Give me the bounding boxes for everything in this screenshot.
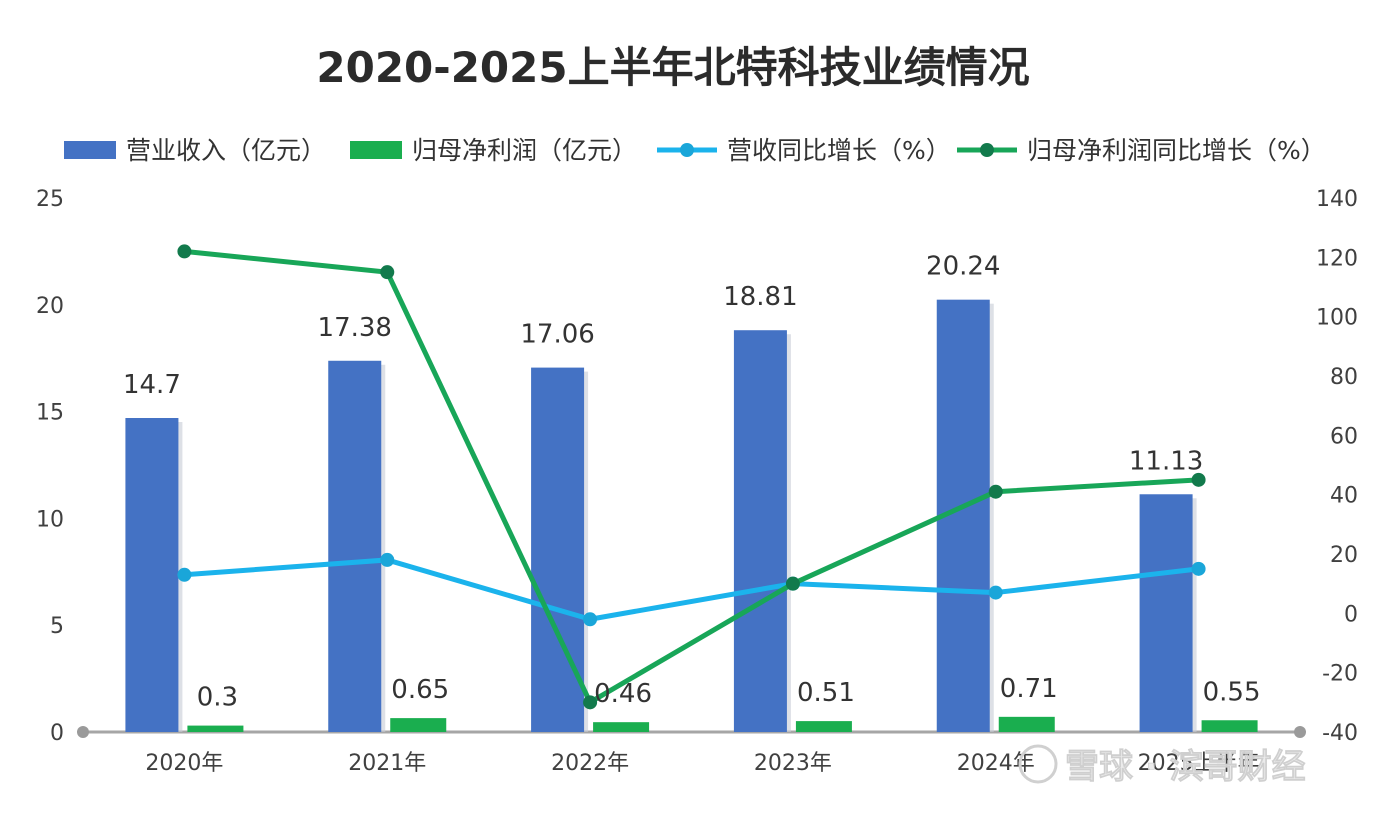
legend-revenue-swatch bbox=[64, 141, 116, 159]
legend-label: 营业收入（亿元） bbox=[126, 136, 326, 165]
left-axis-tick-label: 10 bbox=[36, 507, 64, 532]
profit-data-label: 0.55 bbox=[1203, 677, 1261, 707]
revenue-bar bbox=[733, 330, 787, 732]
x-axis-right-end-dot bbox=[1294, 726, 1306, 738]
left-axis-tick-label: 15 bbox=[36, 401, 64, 426]
legend-label: 归母净利润同比增长（%） bbox=[1027, 136, 1326, 165]
profit-data-label: 0.65 bbox=[391, 675, 449, 705]
chart-title: 2020-2025上半年北特科技业绩情况 bbox=[316, 43, 1029, 92]
profit-bar bbox=[187, 725, 244, 732]
profit-data-label: 0.71 bbox=[1000, 674, 1058, 704]
revenue-growth-point bbox=[1191, 561, 1206, 576]
revenue-data-label: 14.7 bbox=[123, 370, 181, 400]
revenue-data-label: 17.06 bbox=[520, 320, 594, 350]
legend-marker-icon bbox=[980, 143, 994, 157]
revenue-data-label: 11.13 bbox=[1129, 446, 1203, 476]
watermark-text: 雪球 · 滨哥财经 bbox=[1065, 747, 1306, 787]
revenue-growth-line bbox=[184, 557, 1199, 622]
revenue-growth-point bbox=[988, 585, 1003, 600]
profit-bar bbox=[390, 718, 447, 732]
x-axis-tick-label: 2021年 bbox=[348, 751, 426, 776]
lines bbox=[177, 244, 1206, 710]
left-axis-tick-label: 25 bbox=[36, 187, 64, 212]
profit-growth-point bbox=[988, 484, 1003, 499]
right-axis-tick-label: 60 bbox=[1330, 424, 1358, 449]
legend-label: 营收同比增长（%） bbox=[727, 136, 951, 165]
profit-data-label: 0.46 bbox=[594, 679, 652, 709]
right-axis-tick-label: 120 bbox=[1316, 246, 1358, 271]
profit-growth-point bbox=[785, 576, 800, 591]
watermark-logo-icon bbox=[1018, 744, 1058, 784]
legend-profit-swatch bbox=[350, 141, 402, 159]
right-axis-tick-label: 20 bbox=[1330, 543, 1358, 568]
profit-growth-line bbox=[184, 248, 1199, 705]
right-axis-tick-label: -40 bbox=[1322, 721, 1358, 746]
bars bbox=[125, 299, 1258, 732]
legend-label: 归母净利润（亿元） bbox=[412, 136, 637, 165]
profit-data-label: 0.51 bbox=[797, 678, 855, 708]
left-axis-tick-label: 0 bbox=[50, 721, 64, 746]
data-labels: 14.7 17.38 17.06 18.81 20.24 11.13 0.3 0.65 0.46… bbox=[123, 252, 1261, 713]
revenue-bar bbox=[328, 360, 382, 732]
profit-bar bbox=[593, 722, 650, 732]
right-axis-tick-label: 100 bbox=[1316, 306, 1358, 331]
legend: 营业收入（亿元） 归母净利润（亿元） 营收同比增长（%） 归母净利润同比增长（%） bbox=[64, 136, 1326, 165]
legend-marker-icon bbox=[680, 143, 694, 157]
profit-bar bbox=[998, 716, 1055, 732]
x-axis-tick-label: 2022年 bbox=[551, 751, 629, 776]
revenue-growth-point bbox=[177, 567, 192, 582]
profit-bar bbox=[1201, 720, 1258, 732]
profit-bar bbox=[795, 721, 852, 732]
x-axis-left-end-dot bbox=[77, 726, 89, 738]
revenue-data-label: 18.81 bbox=[723, 282, 797, 312]
profit-growth-point bbox=[177, 244, 192, 259]
revenue-bar bbox=[125, 418, 179, 732]
x-axis-tick-label: 2020年 bbox=[145, 751, 223, 776]
right-axis-tick-label: 0 bbox=[1344, 602, 1358, 627]
right-axis-tick-label: 140 bbox=[1316, 187, 1358, 212]
right-axis-tick-label: 80 bbox=[1330, 365, 1358, 390]
watermark: 雪球 · 滨哥财经 bbox=[1018, 744, 1306, 787]
axes: 0 5 10 15 20 25 -40 -20 0 20 40 60 80 100 120 140 2020年 2… bbox=[36, 187, 1358, 776]
profit-data-label: 0.3 bbox=[197, 683, 238, 713]
profit-growth-point bbox=[583, 695, 598, 710]
profit-growth-point bbox=[380, 265, 395, 280]
right-axis-tick-label: 40 bbox=[1330, 484, 1358, 509]
revenue-growth-point bbox=[380, 552, 395, 567]
left-axis-tick-label: 5 bbox=[50, 614, 64, 639]
x-axis-tick-label: 2023年 bbox=[754, 751, 832, 776]
right-axis-tick-label: -20 bbox=[1322, 662, 1358, 687]
left-axis-tick-label: 20 bbox=[36, 294, 64, 319]
profit-growth-point bbox=[1191, 472, 1206, 487]
revenue-data-label: 17.38 bbox=[318, 313, 392, 343]
revenue-data-label: 20.24 bbox=[926, 252, 1000, 282]
revenue-growth-point bbox=[583, 612, 598, 627]
revenue-bar bbox=[1139, 494, 1193, 732]
x-axis-tick-label: 2025上半年 bbox=[1138, 751, 1260, 776]
